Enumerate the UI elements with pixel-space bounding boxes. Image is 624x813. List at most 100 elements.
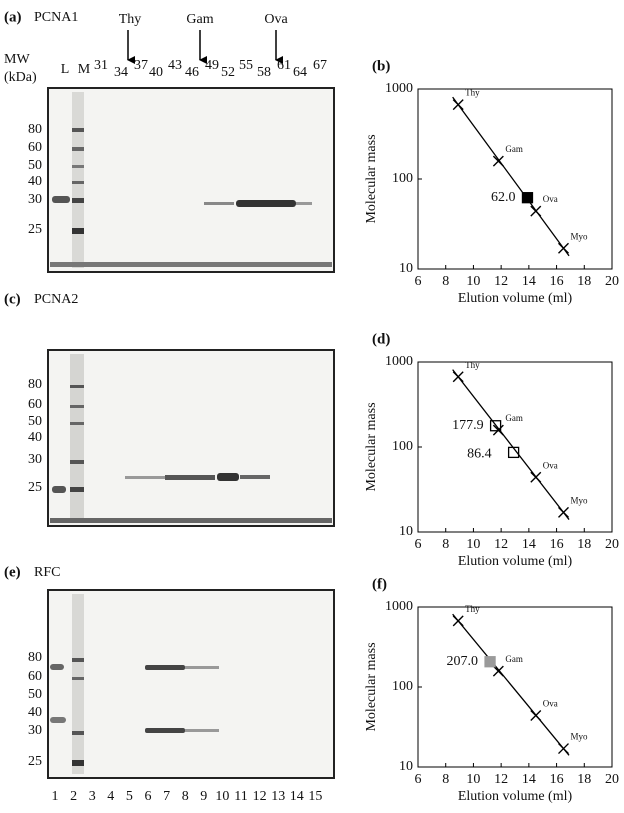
y-tick-label: 10 xyxy=(399,759,413,774)
gel-image xyxy=(47,87,335,779)
point-label: Thy xyxy=(465,360,480,370)
point-label: Ova xyxy=(543,460,558,470)
standard-point xyxy=(558,506,569,518)
panel-label: (d) xyxy=(372,331,390,347)
point-label: Gam xyxy=(505,654,523,664)
lane-label: M xyxy=(78,62,91,77)
point-label: Ova xyxy=(543,194,558,204)
mw-unit: (kDa) xyxy=(4,70,37,85)
x-tick-label: 14 xyxy=(522,537,536,552)
sample-point xyxy=(489,420,502,432)
point-label: Gam xyxy=(505,413,523,423)
x-axis-label: Elution volume (ml) xyxy=(458,291,573,306)
x-tick-label: 20 xyxy=(605,274,619,289)
value-label: 62.0 xyxy=(491,190,516,205)
standard-point xyxy=(530,471,542,483)
x-tick-label: 6 xyxy=(415,537,422,552)
standard-point xyxy=(558,743,569,755)
standard-point xyxy=(492,155,504,167)
mw-label: 25 xyxy=(28,480,42,495)
lane-label: 49 xyxy=(205,58,219,73)
panel-label: (b) xyxy=(372,58,390,74)
x-tick-label: 8 xyxy=(442,274,449,289)
x-tick-label: 20 xyxy=(605,772,619,787)
x-tick-label: 10 xyxy=(466,274,480,289)
lane-label: 4 xyxy=(107,789,114,804)
standard-point xyxy=(492,665,504,677)
marker-label: Thy xyxy=(119,12,142,27)
point-label: Gam xyxy=(505,144,523,154)
standard-point xyxy=(558,242,569,254)
y-tick-label: 1000 xyxy=(385,354,413,369)
y-tick-label: 10 xyxy=(399,261,413,276)
fit-line xyxy=(452,369,570,520)
y-tick-label: 100 xyxy=(392,171,413,186)
standard-point xyxy=(452,371,464,383)
x-tick-label: 6 xyxy=(415,772,422,787)
standard-point xyxy=(452,99,464,111)
sample-point xyxy=(521,192,534,204)
lane-label: 11 xyxy=(234,789,247,804)
mw-label: 40 xyxy=(28,174,42,189)
sample-point xyxy=(507,446,520,459)
lane-label: 67 xyxy=(313,58,327,73)
mw-label: 60 xyxy=(28,397,42,412)
mw-label: 80 xyxy=(28,377,42,392)
value-label: 207.0 xyxy=(447,654,479,669)
fit-line xyxy=(452,96,570,257)
x-tick-label: 12 xyxy=(494,274,508,289)
lane-label: 6 xyxy=(145,789,152,804)
x-tick-label: 14 xyxy=(522,772,536,787)
point-label: Myo xyxy=(571,495,589,505)
lane-label: 13 xyxy=(271,789,285,804)
lane-label: 46 xyxy=(185,65,199,80)
x-tick-label: 12 xyxy=(494,772,508,787)
lane-label: 7 xyxy=(163,789,170,804)
x-tick-label: 16 xyxy=(550,772,564,787)
x-tick-label: 6 xyxy=(415,274,422,289)
mw-label: 60 xyxy=(28,669,42,684)
panel-title: RFC xyxy=(34,565,60,580)
lane-label: 9 xyxy=(200,789,207,804)
marker-label: Ova xyxy=(264,12,288,27)
standard-point xyxy=(452,615,464,627)
x-axis-label: Elution volume (ml) xyxy=(458,554,573,569)
lane-label: 3 xyxy=(89,789,96,804)
standard-point xyxy=(530,205,542,217)
x-tick-label: 16 xyxy=(550,537,564,552)
mw-label: 50 xyxy=(28,158,42,173)
lane-label: 5 xyxy=(126,789,133,804)
panel-title: PCNA2 xyxy=(34,292,78,307)
x-tick-label: 20 xyxy=(605,537,619,552)
mw-label: 25 xyxy=(28,222,42,237)
x-axis-label: Elution volume (ml) xyxy=(458,789,573,804)
lane-label: 34 xyxy=(114,65,128,80)
mw-label: 30 xyxy=(28,452,42,467)
lane-label: 58 xyxy=(257,65,271,80)
x-tick-label: 12 xyxy=(494,537,508,552)
x-tick-label: 14 xyxy=(522,274,536,289)
x-tick-label: 18 xyxy=(577,274,591,289)
mw-label: 30 xyxy=(28,723,42,738)
point-label: Ova xyxy=(543,699,558,709)
lane-label: 15 xyxy=(308,789,322,804)
x-tick-label: 18 xyxy=(577,537,591,552)
lane-label: 31 xyxy=(94,58,108,73)
plot-frame xyxy=(417,606,613,768)
x-tick-label: 16 xyxy=(550,274,564,289)
marker-arrows xyxy=(127,30,283,64)
lane-label: 61 xyxy=(277,58,291,73)
lane-label: 12 xyxy=(253,789,267,804)
x-tick-label: 8 xyxy=(442,537,449,552)
y-axis-label: Molecular mass xyxy=(364,402,379,491)
lane-label: 1 xyxy=(52,789,59,804)
lane-label: 37 xyxy=(134,58,148,73)
point-label: Myo xyxy=(571,732,589,742)
x-tick-label: 10 xyxy=(466,537,480,552)
lane-label: 52 xyxy=(221,65,235,80)
marker-label: Gam xyxy=(186,12,213,27)
value-label: 86.4 xyxy=(467,447,492,462)
panel-label: (f) xyxy=(372,576,387,592)
x-tick-label: 18 xyxy=(577,772,591,787)
